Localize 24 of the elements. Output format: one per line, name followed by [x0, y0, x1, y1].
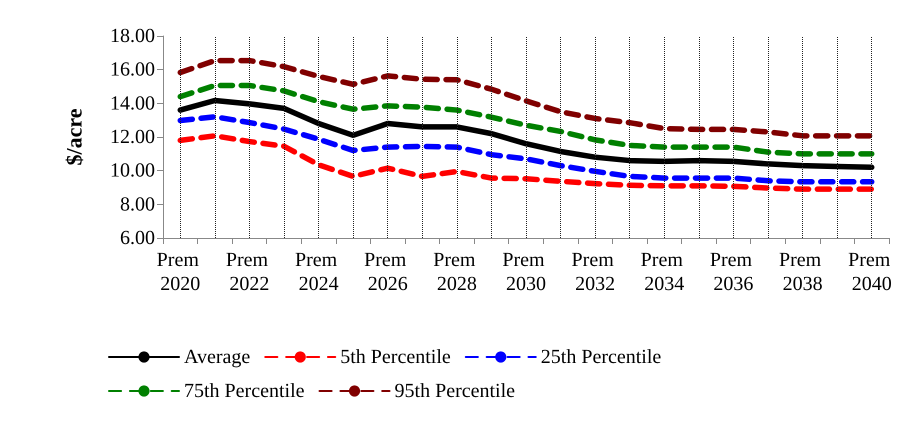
x-tick-label: Prem 2030 [502, 249, 550, 295]
legend-label: 25th Percentile [540, 346, 662, 368]
x-tick-label: Prem 2036 [710, 249, 758, 295]
x-tick-label: Prem 2022 [226, 249, 274, 295]
y-tick-label: 8.00 [120, 193, 155, 216]
y-tick-label: 16.00 [110, 58, 155, 81]
x-tick-label: Prem 2028 [433, 249, 480, 295]
y-tick-label: 18.00 [110, 25, 155, 47]
y-tick-label: 6.00 [120, 227, 155, 249]
y-tick-label: 10.00 [110, 160, 155, 182]
legend-label: 75th Percentile [184, 380, 305, 402]
x-tick-label: Prem 2024 [294, 249, 342, 295]
legend-label: 95th Percentile [394, 380, 516, 402]
y-tick-label: 14.00 [110, 92, 155, 114]
y-tick-label: 12.00 [110, 126, 155, 148]
x-tick-label: Prem 2034 [640, 249, 688, 295]
x-tick-label: Prem 2038 [778, 249, 826, 295]
x-tick-label: Prem 2040 [848, 249, 896, 295]
x-tick-label: Prem 2026 [364, 249, 412, 295]
x-tick-label: Prem 2032 [572, 249, 619, 295]
legend-label: Average [184, 346, 250, 368]
legend-label: 5th Percentile [340, 346, 451, 368]
x-tick-label: Prem 2020 [156, 249, 204, 295]
y-axis-title: $/acre [62, 108, 86, 166]
